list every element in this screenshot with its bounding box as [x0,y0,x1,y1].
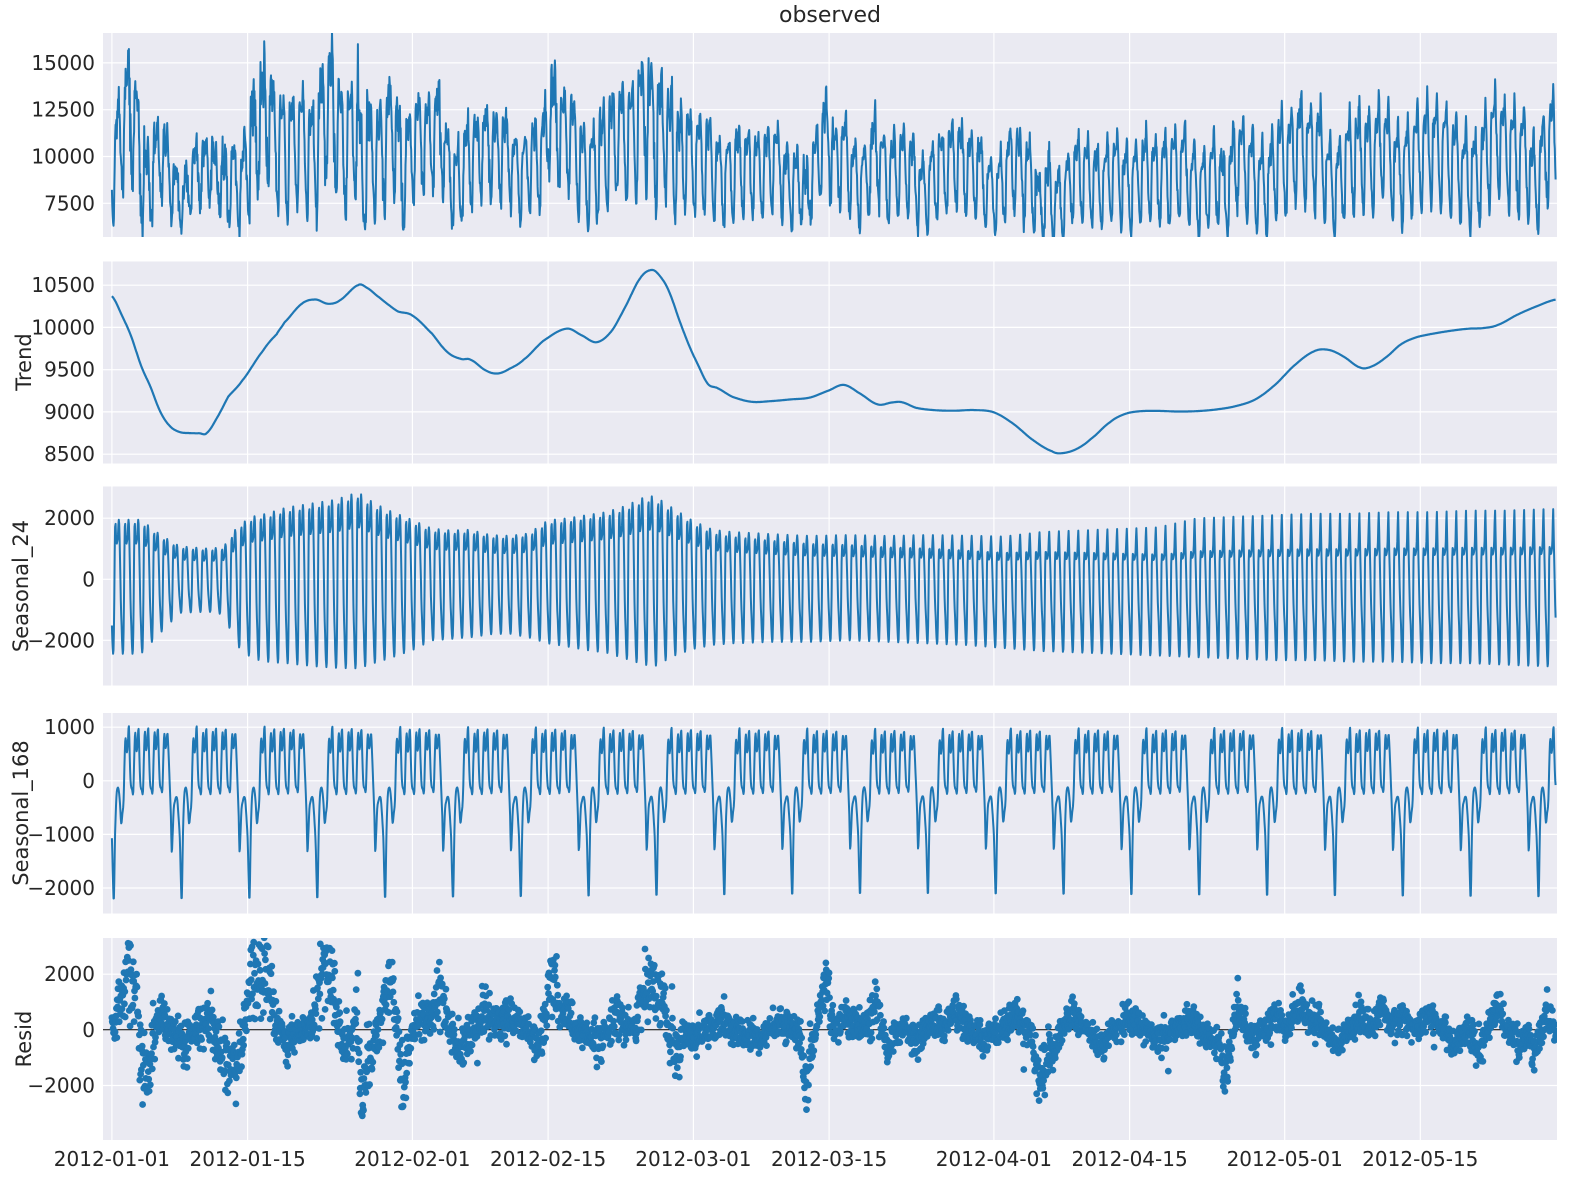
x-tick-label: 2012-02-15 [490,1147,606,1171]
y-tick-label: 7500 [44,191,95,215]
y-tick-label: −2000 [27,1074,95,1098]
y-tick-label: 0 [82,769,95,793]
panel-observed-line [110,33,1557,237]
y-tick-label: −2000 [27,628,95,652]
y-tick-label: 2000 [44,506,95,530]
chart-title: observed [779,3,881,28]
x-tick-label: 2012-04-01 [936,1147,1052,1171]
panel-seasonal_168: 1000 0 −1000 −2000 [27,713,1557,914]
panel-seasonal_168-grid [103,713,1557,914]
panel-trend: 8500 9000 9500 10000 10500 [31,261,1557,466]
y-tick-label: 10000 [31,315,95,339]
y-tick-label: 9500 [44,358,95,382]
panel-seasonal_168-background [103,713,1557,914]
x-tick-label: 2012-05-15 [1362,1147,1478,1171]
x-tick-label: 2012-01-01 [54,1147,170,1171]
y-tick-label: 9000 [44,400,95,424]
y-tick-label: 15000 [31,51,95,75]
panel-observed: 7500 10000 12500 15000 [31,33,1557,237]
y-tick-label: 8500 [44,442,95,466]
y-tick-label: 10000 [31,145,95,169]
panel-seasonal_168-line [110,725,1557,900]
panel-seasonal_24-line [110,493,1557,670]
y-tick-label: 12500 [31,98,95,122]
panel-resid: 2000 0 −2000 [27,938,1557,1140]
x-tick-label: 2012-04-15 [1071,1147,1187,1171]
x-tick-label: 2012-03-01 [635,1147,751,1171]
y-tick-label: 0 [82,567,95,591]
panel-trend-grid [103,261,1557,464]
x-tick-label: 2012-01-15 [189,1147,305,1171]
y-tick-label: 2000 [44,962,95,986]
y-tick-label: −1000 [27,822,95,846]
y-tick-label: 1000 [44,715,95,739]
x-tick-label: 2012-03-15 [771,1147,887,1171]
x-tick-label: 2012-05-01 [1227,1147,1343,1171]
panel-trend-background [103,261,1557,464]
panel-resid-scatter [108,938,1557,1120]
panel-seasonal_24: −2000 0 2000 [27,486,1557,686]
y-tick-label: 10500 [31,273,95,297]
panel-trend-line [111,268,1557,455]
y-tick-label: −2000 [27,876,95,900]
y-tick-label: 0 [82,1018,95,1042]
x-tick-label: 2012-02-01 [354,1147,470,1171]
